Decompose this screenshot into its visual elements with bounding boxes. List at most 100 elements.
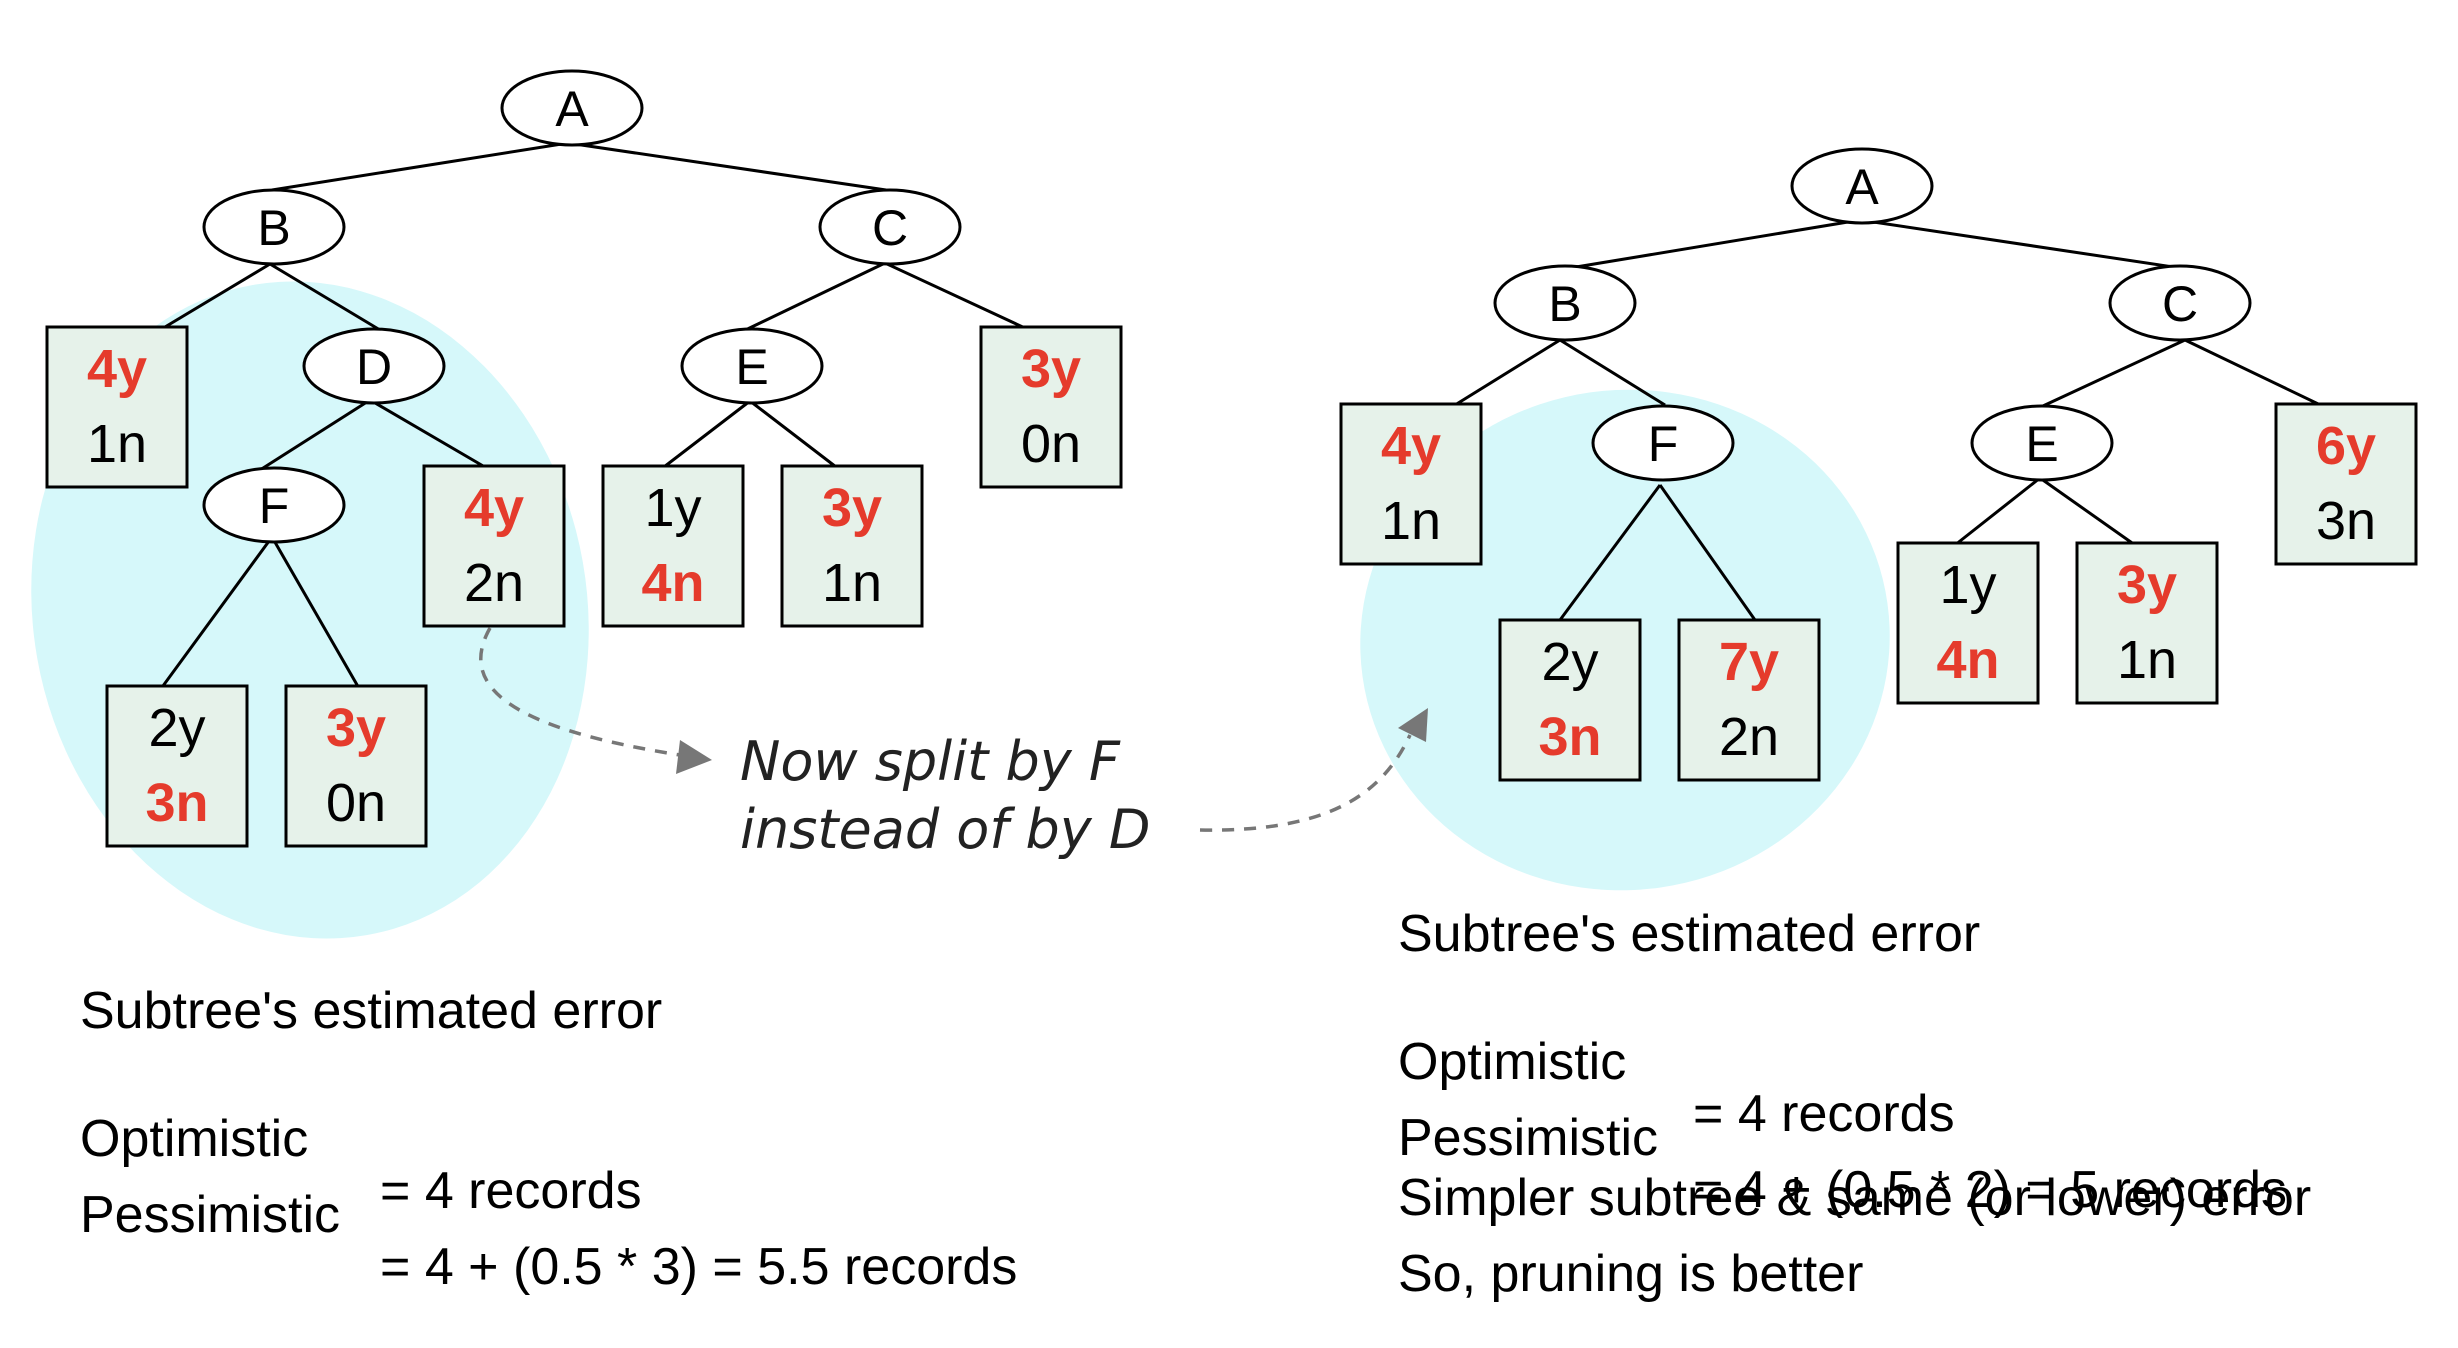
left-pessimistic-label: Pessimistic	[80, 1186, 341, 1244]
conclusion-line-1: Simpler subtree & same (or lower) error	[1398, 1169, 2312, 1227]
leaf-box	[2274, 402, 2418, 566]
leaf-no-count: 2n	[464, 553, 524, 613]
leaf-no-count: 3n	[145, 773, 208, 833]
left-optimistic-value: = 4 records	[380, 1162, 642, 1220]
left-pessimistic-value: = 4 + (0.5 * 3) = 5.5 records	[380, 1238, 1018, 1296]
left-error-title: Subtree's estimated error	[80, 982, 663, 1040]
node-label: F	[259, 478, 290, 534]
left-node-F: F	[202, 466, 346, 544]
leaf-no-count: 1n	[1381, 491, 1441, 551]
leaf-no-count: 4n	[641, 553, 704, 613]
node-label: E	[735, 339, 768, 395]
leaf-no-count: 0n	[1021, 414, 1081, 474]
right-node-C: C	[2108, 264, 2252, 342]
leaf-no-count: 1n	[822, 553, 882, 613]
right-pessimistic-label: Pessimistic	[1398, 1109, 1659, 1167]
leaf-yes-count: 1y	[644, 478, 701, 538]
leaf-box	[780, 464, 924, 628]
left-optimistic-row: Optimistic = 4 records	[80, 1061, 1230, 1269]
leaf-yes-count: 6y	[2316, 416, 2376, 476]
leaf-no-count: 2n	[1719, 707, 1779, 767]
left-node-B: B	[202, 188, 346, 266]
left-node-A: A	[500, 69, 644, 147]
right-node-E: E	[1970, 404, 2114, 482]
leaf-yes-count: 4y	[87, 339, 147, 399]
left-optimistic-label: Optimistic	[80, 1110, 309, 1168]
leaf-box	[2075, 541, 2219, 705]
leaf-no-count: 3n	[2316, 491, 2376, 551]
right-pessimistic-value: = 4 + (0.5 * 2) = 5 records	[1693, 1161, 2287, 1219]
leaf-yes-count: 2y	[1541, 632, 1598, 692]
leaf-no-count: 4n	[1936, 630, 1999, 690]
node-label: E	[2025, 416, 2058, 472]
left-pessimistic-row: Pessimistic = 4 + (0.5 * 3) = 5.5 record…	[80, 1137, 1230, 1345]
leaf-box	[601, 464, 745, 628]
left-error-summary: Subtree's estimated error Optimistic = 4…	[80, 982, 1230, 1293]
right-tree-edges	[1454, 218, 2336, 621]
leaf-box	[422, 464, 566, 628]
right-error-title: Subtree's estimated error	[1398, 905, 1981, 963]
leaf-yes-count: 3y	[822, 478, 882, 538]
right-optimistic-row: Optimistic = 4 records	[1398, 984, 2448, 1192]
leaf-yes-count: 4y	[464, 478, 524, 538]
right-optimistic-label: Optimistic	[1398, 1033, 1627, 1091]
right-error-summary: Subtree's estimated error Optimistic = 4…	[1398, 908, 2448, 1308]
right-node-F: F	[1591, 404, 1735, 482]
leaf-box	[1896, 541, 2040, 705]
leaf-yes-count: 4y	[1381, 416, 1441, 476]
left-node-D: D	[302, 327, 446, 405]
node-label: B	[257, 200, 290, 256]
leaf-yes-count: 3y	[326, 698, 386, 758]
leaf-box	[1339, 402, 1483, 566]
node-label: A	[1845, 159, 1879, 215]
leaf-yes-count: 3y	[2117, 555, 2177, 615]
annotation-line-1: Now split by F	[740, 730, 1121, 793]
right-node-B: B	[1493, 264, 1637, 342]
node-label: C	[872, 200, 908, 256]
left-node-E: E	[680, 327, 824, 405]
node-label: F	[1648, 416, 1679, 472]
leaf-yes-count: 7y	[1719, 632, 1779, 692]
arrowhead-to-annotation	[676, 740, 712, 774]
conclusion-line-2: So, pruning is better	[1398, 1245, 1864, 1303]
right-node-A: A	[1790, 147, 1934, 225]
right-optimistic-value: = 4 records	[1693, 1085, 1955, 1143]
arrow-to-annotation	[479, 627, 681, 757]
node-label: D	[356, 339, 392, 395]
left-node-C: C	[818, 188, 962, 266]
leaf-box	[1498, 618, 1642, 782]
leaf-yes-count: 3y	[1021, 339, 1081, 399]
leaf-no-count: 0n	[326, 773, 386, 833]
arrow-from-annotation	[1199, 734, 1412, 832]
leaf-box	[1677, 618, 1821, 782]
leaf-no-count: 1n	[87, 414, 147, 474]
node-label: B	[1548, 276, 1581, 332]
leaf-yes-count: 2y	[148, 698, 205, 758]
leaf-box	[45, 325, 189, 489]
leaf-yes-count: 1y	[1939, 555, 1996, 615]
left-tree-edges	[158, 141, 1041, 691]
node-label: C	[2162, 276, 2198, 332]
leaf-box	[284, 684, 428, 848]
leaf-no-count: 1n	[2117, 630, 2177, 690]
leaf-box	[979, 325, 1123, 489]
annotation-line-2: instead of by D	[740, 798, 1150, 861]
right-pessimistic-row: Pessimistic = 4 + (0.5 * 2) = 5 records	[1398, 1060, 2448, 1268]
node-label: A	[555, 81, 589, 137]
arrowhead-from-annotation	[1398, 708, 1428, 742]
leaf-no-count: 3n	[1538, 707, 1601, 767]
